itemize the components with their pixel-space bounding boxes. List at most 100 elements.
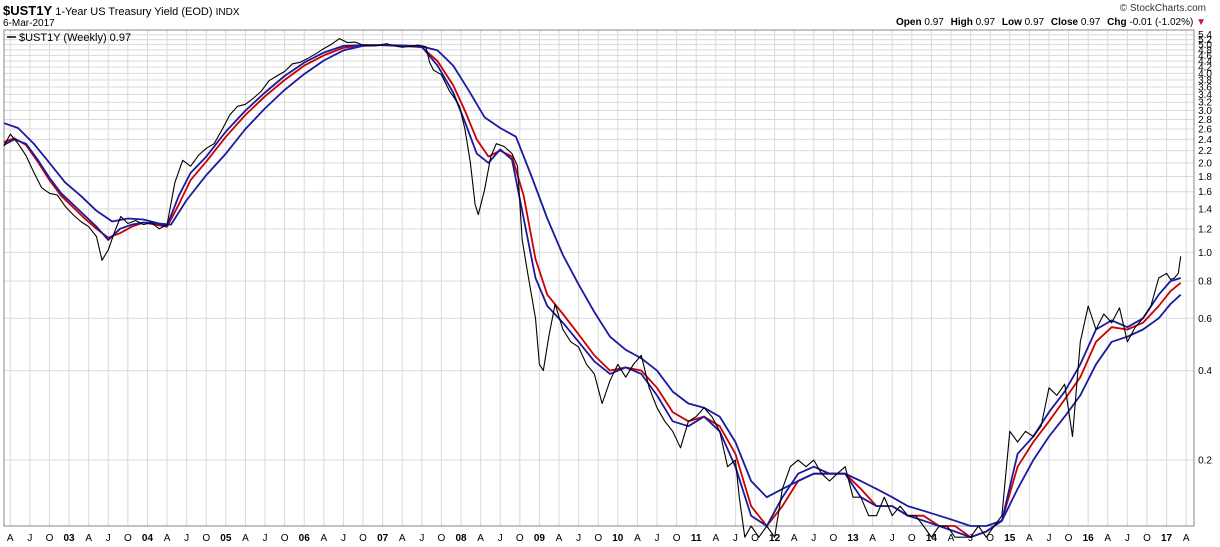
x-axis-ticks: A J O 03 A J O 04 A J O 05 A J O 06 A J O 07 A J O 08 A J O 09 A J O 10…: [7, 533, 1190, 544]
x-tick-label: J: [419, 533, 424, 544]
red-moving-average-line: [3, 44, 1182, 539]
exchange: INDX: [215, 7, 240, 18]
y-tick-label: 1.4: [1198, 204, 1212, 215]
y-tick-label: 5.4: [1198, 30, 1212, 41]
open-value: 0.97: [924, 17, 944, 28]
close-value: 0.97: [1080, 17, 1101, 28]
y-tick-label: 1.6: [1198, 187, 1212, 198]
x-tick-label: 08: [455, 533, 467, 544]
close-label: Close: [1050, 17, 1079, 28]
x-tick-label: J: [263, 533, 268, 544]
x-tick-label: 16: [1083, 533, 1095, 544]
x-tick-label: J: [968, 533, 973, 544]
x-tick-label: 14: [926, 533, 938, 544]
x-tick-label: O: [908, 533, 916, 544]
x-tick-label: J: [890, 533, 895, 544]
x-tick-label: O: [516, 533, 524, 544]
series-name: 1-Year US Treasury Yield (EOD): [55, 6, 213, 18]
x-tick-label: A: [7, 533, 14, 544]
series-layer: [3, 38, 1182, 539]
x-tick-label: 03: [64, 533, 76, 544]
x-tick-label: A: [1104, 533, 1111, 544]
x-tick-label: A: [556, 533, 563, 544]
x-tick-label: A: [477, 533, 484, 544]
x-tick-label: J: [27, 533, 32, 544]
x-tick-label: J: [655, 533, 660, 544]
x-tick-label: J: [106, 533, 111, 544]
y-tick-label: 2.0: [1198, 158, 1212, 169]
vertical-grid: [9, 30, 1187, 526]
open-label: Open: [896, 17, 922, 28]
x-tick-label: J: [1125, 533, 1130, 544]
y-tick-label: 4.4: [1198, 57, 1212, 68]
copyright[interactable]: © StockCharts.com: [1120, 3, 1206, 14]
y-tick-label: 2.8: [1198, 115, 1212, 126]
y-tick-label: 4.0: [1198, 69, 1212, 80]
price-series-line: [3, 38, 1182, 538]
x-tick-label: A: [1183, 533, 1190, 544]
x-tick-label: O: [673, 533, 681, 544]
y-tick-label: 4.2: [1198, 63, 1212, 74]
y-tick-label: 2.4: [1198, 135, 1212, 146]
blue-fast-moving-average-line: [3, 44, 1181, 539]
x-tick-label: J: [498, 533, 503, 544]
x-tick-label: 04: [142, 533, 154, 544]
x-tick-label: A: [242, 533, 249, 544]
x-tick-label: 12: [769, 533, 781, 544]
x-tick-label: 15: [1004, 533, 1016, 544]
y-tick-label: 0.8: [1198, 277, 1212, 288]
x-tick-label: A: [634, 533, 641, 544]
x-tick-label: A: [791, 533, 798, 544]
x-tick-label: A: [869, 533, 876, 544]
x-tick-label: J: [341, 533, 346, 544]
x-tick-label: O: [1143, 533, 1151, 544]
x-tick-label: O: [202, 533, 210, 544]
y-tick-label: 1.0: [1198, 248, 1212, 259]
y-tick-label: 3.4: [1198, 90, 1212, 101]
chg-value: -0.01 (-1.02%): [1129, 17, 1194, 28]
y-tick-label: 3.8: [1198, 76, 1212, 87]
x-tick-label: O: [281, 533, 289, 544]
x-tick-label: 09: [534, 533, 546, 544]
x-tick-label: 07: [377, 533, 389, 544]
x-tick-label: 05: [220, 533, 232, 544]
symbol: $UST1Y: [3, 3, 53, 18]
x-tick-label: A: [1026, 533, 1033, 544]
high-value: 0.97: [975, 17, 996, 28]
x-tick-label: J: [184, 533, 189, 544]
x-tick-label: O: [438, 533, 446, 544]
header-date: 6-Mar-2017: [3, 18, 55, 29]
x-tick-label: O: [830, 533, 838, 544]
y-tick-label: 0.2: [1198, 456, 1212, 467]
x-tick-label: 17: [1161, 533, 1173, 544]
x-tick-label: A: [321, 533, 328, 544]
x-tick-label: 10: [612, 533, 624, 544]
x-tick-label: J: [733, 533, 738, 544]
x-tick-label: 13: [847, 533, 859, 544]
copyright-text: © StockCharts.com: [1119, 3, 1206, 14]
y-tick-label: 1.2: [1198, 224, 1212, 235]
y-tick-label: 5.0: [1198, 40, 1212, 51]
x-tick-label: 11: [691, 533, 702, 544]
y-tick-label: 0.4: [1198, 366, 1212, 377]
legend-label: $UST1Y (Weekly) 0.97: [19, 32, 131, 44]
x-tick-label: J: [1046, 533, 1051, 544]
low-value: 0.97: [1024, 17, 1045, 28]
y-tick-label: 1.8: [1198, 172, 1212, 183]
header-title-line: $UST1Y 1-Year US Treasury Yield (EOD) IN…: [3, 3, 240, 18]
y-tick-label: 2.6: [1198, 125, 1212, 136]
y-tick-label: 3.0: [1198, 106, 1212, 117]
blue-slow-moving-average-line: [3, 44, 1182, 527]
x-tick-label: J: [811, 533, 816, 544]
x-tick-label: O: [124, 533, 132, 544]
x-tick-label: A: [712, 533, 719, 544]
x-tick-label: A: [85, 533, 92, 544]
x-tick-label: O: [46, 533, 54, 544]
x-tick-label: O: [594, 533, 602, 544]
x-tick-label: A: [164, 533, 171, 544]
x-tick-label: 06: [299, 533, 311, 544]
x-tick-label: O: [1065, 533, 1073, 544]
high-label: High: [950, 17, 973, 28]
y-tick-label: 3.6: [1198, 83, 1212, 94]
